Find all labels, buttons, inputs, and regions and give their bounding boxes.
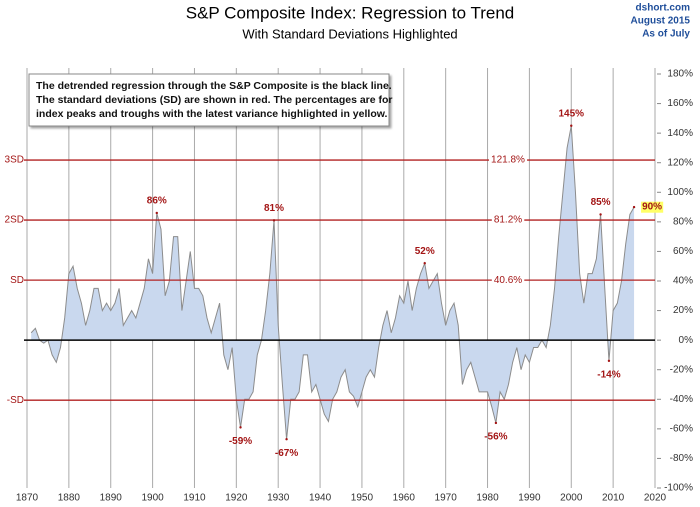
- note-text: index peaks and troughs with the latest …: [36, 108, 388, 120]
- y-tick-label: 60%: [673, 246, 693, 257]
- sd-label: -SD: [7, 395, 24, 406]
- x-tick-label: 1930: [267, 493, 290, 504]
- annotation-point: [239, 426, 242, 429]
- x-tick-label: 1920: [225, 493, 248, 504]
- x-tick-label: 2010: [602, 493, 625, 504]
- y-tick-label: 140%: [667, 128, 693, 139]
- annotation-point: [632, 205, 636, 209]
- x-tick-label: 1910: [183, 493, 206, 504]
- y-tick-label: -60%: [670, 423, 693, 434]
- annotation-point: [285, 438, 288, 441]
- y-tick-label: -20%: [670, 364, 693, 375]
- y-tick-label: 40%: [673, 276, 693, 287]
- sd-label: 3SD: [5, 155, 24, 166]
- note-text: The standard deviations (SD) are shown i…: [36, 94, 393, 106]
- annotation: 90%: [642, 202, 662, 213]
- annotation: -14%: [597, 369, 620, 380]
- x-tick-label: 1960: [393, 493, 416, 504]
- annotation: 52%: [415, 246, 435, 257]
- annotation-point: [272, 219, 276, 222]
- x-tick-label: 2020: [644, 493, 667, 504]
- y-tick-label: 0%: [679, 335, 694, 346]
- annotation-point: [494, 421, 498, 425]
- y-tick-label: 180%: [667, 69, 693, 80]
- source: dshort.com: [636, 3, 691, 14]
- sd-value: 40.6%: [494, 275, 522, 286]
- sd-value: 81.2%: [494, 215, 522, 226]
- line: [30, 125, 635, 440]
- x-tick-label: 1890: [100, 493, 123, 504]
- x-tick-label: 1940: [309, 493, 332, 504]
- annotation: 81%: [264, 203, 284, 214]
- y-tick-label: 160%: [667, 98, 693, 109]
- label-bg: [491, 273, 525, 287]
- y-tick-label: -80%: [670, 453, 693, 464]
- annotation-point: [570, 124, 573, 127]
- area: [31, 125, 635, 440]
- y-tick-label: 20%: [673, 305, 693, 316]
- label-bg: [489, 153, 528, 167]
- x-tick-label: 1950: [351, 493, 374, 504]
- sd-label: 2SD: [5, 215, 24, 226]
- x-tick-label: 2000: [560, 493, 583, 504]
- chart-subtitle: With Standard Deviations Highlighted: [242, 26, 457, 41]
- annotation-point: [423, 262, 426, 265]
- annotation-point: [155, 211, 158, 215]
- source: As of July: [642, 29, 690, 40]
- sd-label: SD: [10, 275, 24, 286]
- note-box: [28, 73, 390, 127]
- y-tick-label: -40%: [670, 394, 693, 405]
- x-tick-label: 1880: [58, 493, 81, 504]
- label-bg: [491, 213, 525, 227]
- y-tick-label: 120%: [667, 157, 693, 168]
- x-tick-label: 1970: [435, 493, 458, 504]
- annotation-point: [607, 359, 611, 363]
- annotation: -59%: [229, 436, 252, 447]
- x-tick-label: 1990: [518, 493, 541, 504]
- x-tick-label: 1980: [476, 493, 499, 504]
- annotation: 86%: [147, 196, 167, 207]
- annotation: -56%: [484, 432, 507, 443]
- annotation: -67%: [275, 448, 298, 459]
- y-tick-label: 80%: [673, 216, 693, 227]
- x-tick-label: 1870: [16, 493, 39, 504]
- source: August 2015: [631, 16, 691, 27]
- chart-title: S&P Composite Index: Regression to Trend: [186, 3, 515, 22]
- annotation: 85%: [591, 197, 611, 208]
- annotation: 145%: [558, 108, 584, 119]
- note-text: The detrended regression through the S&P…: [36, 80, 392, 92]
- y-tick-label: 100%: [667, 187, 693, 198]
- annotation-point: [599, 213, 602, 216]
- y-tick-label: -100%: [664, 483, 693, 494]
- x-tick-label: 1900: [141, 493, 164, 504]
- sd-value: 121.8%: [491, 155, 525, 166]
- highlight: [641, 201, 664, 213]
